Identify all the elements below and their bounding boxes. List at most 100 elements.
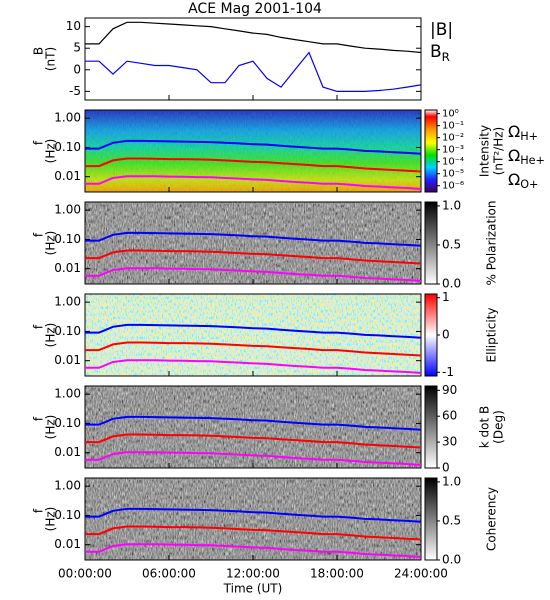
colorbar	[424, 109, 438, 193]
y-tick-label: 10	[66, 19, 81, 33]
y-axis-label: B	[32, 47, 46, 55]
gyro-line	[85, 507, 421, 523]
axes-frame	[84, 17, 422, 101]
y-tick-label: 1.00	[54, 203, 81, 217]
y-tick-label: 0.10	[54, 324, 81, 338]
y-axis-unit: (nT)	[44, 47, 58, 71]
y-tick-label: 1.00	[54, 387, 81, 401]
colorbar-unit: (Deg)	[492, 410, 506, 444]
colorbar-tick-label: 10⁻⁵	[442, 169, 464, 180]
colorbar	[424, 385, 438, 469]
y-axis-label: f	[32, 416, 46, 421]
colorbar-tick-label: 1.0	[442, 474, 461, 488]
colorbar-tick-label: 10⁻¹	[442, 121, 464, 132]
y-tick-label: 0.01	[54, 353, 81, 367]
gyro-line	[85, 433, 421, 449]
y-tick-label: 1.00	[54, 479, 81, 493]
colorbar	[424, 293, 438, 377]
y-axis-unit: (Hz)	[44, 415, 58, 440]
gyro-line	[85, 175, 421, 190]
y-tick-label: 0.10	[54, 140, 81, 154]
legend-name: Ω	[508, 146, 520, 165]
y-axis-unit: (Hz)	[44, 139, 58, 164]
colorbar-tick-label: 1.0	[442, 198, 461, 212]
colorbar-label: k dot B	[478, 406, 492, 448]
y-axis-label: f	[32, 508, 46, 513]
y-tick-label: 0.01	[54, 169, 81, 183]
colorbar-tick-label: 0	[442, 461, 450, 475]
x-tick-label: 24:00:00	[394, 567, 448, 581]
legend-name: |B|	[430, 20, 453, 40]
colorbar-tick-label: 0.5	[442, 237, 461, 251]
legend-label: ΩH+	[508, 122, 538, 144]
colorbar-label: Intensity	[478, 125, 492, 177]
y-axis-label: f	[32, 140, 46, 145]
y-tick-label: 1.00	[54, 295, 81, 309]
legend-name: B	[430, 42, 442, 62]
y-tick-label: 0.10	[54, 416, 81, 430]
gyro-line	[85, 359, 421, 374]
colorbar-label: Coherency	[485, 487, 499, 551]
x-tick-label: 18:00:00	[310, 567, 364, 581]
gyro-line	[85, 543, 421, 558]
legend-subscript: H+	[520, 130, 538, 143]
chart-title: ACE Mag 2001-104	[188, 1, 322, 17]
y-tick-label: 0.10	[54, 508, 81, 522]
x-tick-label: 00:00:00	[58, 567, 112, 581]
y-axis-unit: (Hz)	[44, 507, 58, 532]
gyro-line	[85, 415, 421, 431]
y-tick-label: 0	[73, 62, 81, 76]
gyro-line	[85, 139, 421, 155]
y-tick-label: 0.10	[54, 232, 81, 246]
colorbar-tick-label: 10⁻⁶	[442, 181, 464, 192]
x-axis-label: Time (UT)	[223, 582, 283, 596]
plot-layer: -50510B(nT)|B|BR1.000.100.01f(Hz)ΩH+ΩHe+…	[32, 17, 545, 596]
legend-label: ΩO+	[508, 170, 538, 192]
gyro-line	[85, 157, 421, 173]
colorbar-tick-label: 10⁻³	[442, 145, 464, 156]
legend-name: Ω	[508, 122, 520, 141]
data-line	[85, 21, 421, 54]
y-tick-label: 5	[73, 41, 81, 55]
y-axis-unit: (Hz)	[44, 323, 58, 348]
legend-subscript: O+	[520, 178, 538, 191]
colorbar-tick-label: 1	[442, 290, 450, 304]
y-axis-label: f	[32, 232, 46, 237]
colorbar-tick-label: 0.5	[442, 513, 461, 527]
gyro-line	[85, 341, 421, 357]
colorbar-tick-label: 60	[442, 409, 457, 423]
legend-subscript: He+	[520, 154, 545, 167]
data-line	[85, 51, 421, 92]
colorbar-tick-label: 0.0	[442, 553, 461, 567]
gyro-line	[85, 231, 421, 247]
colorbar-tick-label: 0.0	[442, 277, 461, 291]
y-tick-label: 0.01	[54, 445, 81, 459]
legend-label: BR	[430, 42, 450, 64]
legend-label: ΩHe+	[508, 146, 545, 168]
colorbar-tick-label: -1	[442, 365, 454, 379]
y-tick-label: 0.01	[54, 261, 81, 275]
legend-name: Ω	[508, 170, 520, 189]
y-axis-unit: (Hz)	[44, 231, 58, 256]
y-tick-label: -5	[69, 84, 81, 98]
y-tick-label: 1.00	[54, 111, 81, 125]
x-tick-label: 06:00:00	[142, 567, 196, 581]
colorbar-tick-label: 10⁻⁴	[442, 157, 464, 168]
legend-label: |B|	[430, 20, 453, 40]
legend-subscript: R	[442, 50, 450, 64]
gyro-line	[85, 451, 421, 466]
gyro-line	[85, 525, 421, 541]
gyro-line	[85, 267, 421, 282]
colorbar-tick-label: 10⁻²	[442, 133, 464, 144]
gyro-line	[85, 249, 421, 265]
colorbar-tick-label: 30	[442, 435, 457, 449]
colorbar	[424, 477, 438, 561]
y-tick-label: 0.01	[54, 537, 81, 551]
colorbar	[424, 201, 438, 285]
colorbar-label: Ellipticity	[485, 308, 499, 363]
colorbar-tick-label: 90	[442, 383, 457, 397]
y-axis-label: f	[32, 324, 46, 329]
gyro-line	[85, 323, 421, 339]
colorbar-unit: (nT²/Hz)	[492, 127, 506, 175]
colorbar-tick-label: 0	[442, 328, 450, 342]
